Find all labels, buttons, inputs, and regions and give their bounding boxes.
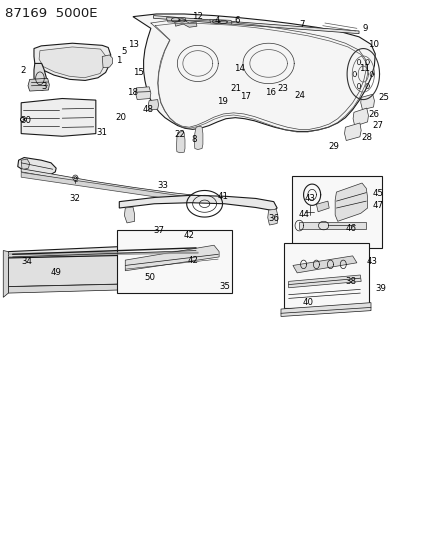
FancyBboxPatch shape [291,176,382,248]
FancyBboxPatch shape [117,230,232,293]
Polygon shape [361,94,374,110]
Text: 14: 14 [235,64,246,73]
FancyBboxPatch shape [284,243,369,308]
Text: 36: 36 [269,214,279,223]
Polygon shape [39,47,106,78]
Text: 23: 23 [277,84,288,93]
Polygon shape [9,282,198,293]
Text: 13: 13 [128,40,139,49]
Polygon shape [28,78,49,91]
Polygon shape [175,20,197,27]
Polygon shape [148,100,158,110]
Text: 20: 20 [115,113,126,122]
Polygon shape [21,172,195,203]
Text: 40: 40 [303,298,314,307]
Polygon shape [293,256,357,273]
Polygon shape [119,195,277,211]
Text: 34: 34 [21,257,32,265]
Text: 19: 19 [217,97,228,106]
Text: 48: 48 [143,105,153,114]
Polygon shape [288,275,361,288]
Text: 6: 6 [235,17,240,26]
Text: 38: 38 [345,277,357,286]
Text: 1: 1 [116,56,122,64]
Polygon shape [21,168,195,198]
Text: 44: 44 [298,210,309,219]
Polygon shape [3,251,9,297]
Polygon shape [268,209,278,225]
Polygon shape [335,183,368,221]
Text: 9: 9 [363,24,368,33]
Text: 33: 33 [158,181,169,190]
Text: 11: 11 [359,64,370,73]
Polygon shape [133,14,375,132]
Text: 5: 5 [121,47,127,55]
Text: 49: 49 [51,269,62,277]
Text: 22: 22 [175,130,186,139]
Polygon shape [34,63,48,90]
Text: 37: 37 [153,226,164,235]
Text: 16: 16 [265,87,276,96]
Polygon shape [102,55,113,68]
Text: 18: 18 [127,87,137,96]
Polygon shape [21,159,30,169]
Text: 30: 30 [20,116,31,125]
Text: 32: 32 [70,194,81,203]
Text: 26: 26 [369,110,380,119]
Text: 50: 50 [145,273,156,281]
Polygon shape [210,19,232,24]
Text: 35: 35 [219,282,230,291]
Text: 27: 27 [373,121,383,130]
Text: 8: 8 [192,135,197,144]
Polygon shape [9,243,198,258]
Text: 39: 39 [375,284,386,293]
Polygon shape [194,126,203,150]
Text: 41: 41 [217,192,229,201]
Polygon shape [136,87,151,100]
Polygon shape [153,15,359,34]
Polygon shape [166,18,187,22]
Text: 12: 12 [192,12,203,21]
Text: 7: 7 [299,20,305,29]
Polygon shape [125,207,135,223]
Text: 3: 3 [41,82,47,91]
Text: 21: 21 [230,84,241,93]
Polygon shape [316,201,329,212]
Text: 42: 42 [183,231,194,240]
Text: 29: 29 [328,142,339,151]
Text: 17: 17 [241,92,251,101]
Text: 15: 15 [133,68,144,77]
Text: 43: 43 [304,194,315,203]
Polygon shape [9,254,198,287]
Polygon shape [353,108,369,126]
Text: 24: 24 [294,91,305,100]
Polygon shape [125,245,219,271]
Text: 2: 2 [20,67,25,75]
Text: 47: 47 [373,201,383,210]
Polygon shape [299,222,366,229]
Polygon shape [176,132,185,153]
Polygon shape [18,158,56,175]
Text: 10: 10 [369,40,380,49]
Text: 4: 4 [215,17,220,26]
Polygon shape [34,43,111,80]
Polygon shape [198,243,203,289]
Text: 46: 46 [345,224,357,233]
Polygon shape [21,99,96,136]
Text: 87169  5000E: 87169 5000E [5,7,98,20]
Text: 28: 28 [361,133,372,142]
Text: 42: 42 [187,256,199,264]
Polygon shape [345,123,361,141]
Text: 43: 43 [367,257,378,265]
Text: 45: 45 [373,189,383,198]
Polygon shape [281,303,371,317]
Text: 25: 25 [378,93,389,102]
Text: 31: 31 [97,128,108,137]
